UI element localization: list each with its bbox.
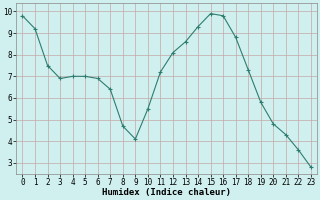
X-axis label: Humidex (Indice chaleur): Humidex (Indice chaleur) [102,188,231,197]
